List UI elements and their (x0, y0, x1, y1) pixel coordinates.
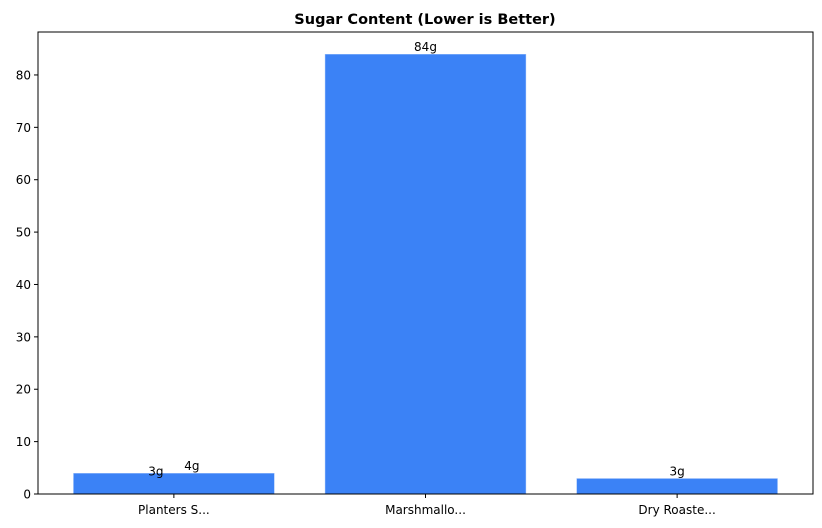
y-tick-label: 0 (23, 488, 31, 502)
y-tick-label: 60 (16, 173, 31, 187)
x-tick-label: Planters S... (138, 503, 210, 517)
y-tick-label: 30 (16, 330, 31, 344)
y-tick-label: 20 (16, 383, 31, 397)
bar (575, 477, 779, 495)
bar-data-label: 84g (414, 40, 437, 54)
bar-data-label: 3g (148, 464, 163, 478)
bar-data-label: 4g (184, 459, 199, 473)
y-tick-label: 80 (16, 68, 31, 82)
y-tick-label: 10 (16, 435, 31, 449)
plot-frame (37, 31, 814, 495)
chart-title: Sugar Content (Lower is Better) (294, 12, 555, 28)
y-tick-label: 70 (16, 121, 31, 135)
bar (324, 53, 527, 495)
x-tick-label: Marshmallo... (385, 503, 466, 517)
bar-data-label: 3g (669, 464, 684, 478)
y-tick-label: 50 (16, 226, 31, 240)
x-tick-label: Dry Roaste... (638, 503, 715, 517)
y-tick-label: 40 (16, 278, 31, 292)
bar (72, 472, 276, 495)
